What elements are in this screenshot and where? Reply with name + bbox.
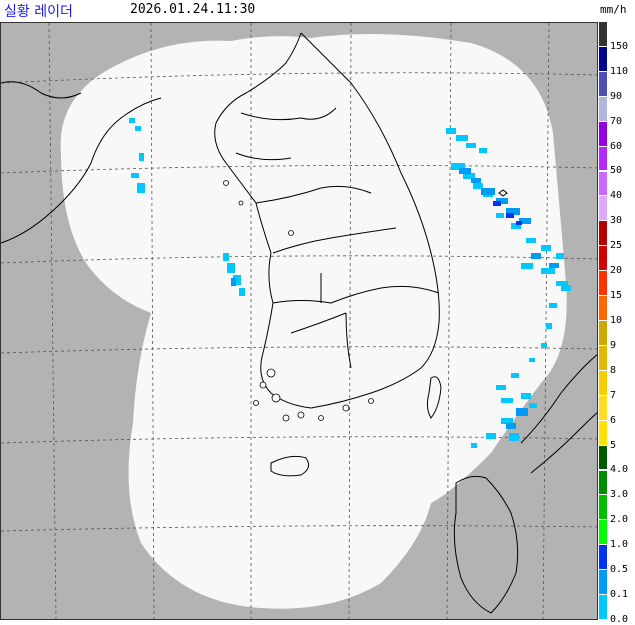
legend-swatch — [599, 370, 607, 396]
legend-entry: 150 — [599, 22, 635, 51]
legend-entry: 7 — [599, 370, 635, 400]
legend-swatch — [599, 121, 607, 147]
legend-entry: 40 — [599, 171, 635, 201]
observation-timestamp: 2026.01.24.11:30 — [130, 2, 256, 17]
legend-entry: 110 — [599, 46, 635, 76]
legend-entry: 1.0 — [599, 520, 635, 550]
legend-swatch — [599, 495, 607, 521]
legend-swatch — [599, 22, 607, 47]
legend-label: 4.0 — [610, 464, 629, 476]
legend-swatch — [599, 296, 607, 321]
legend-label: 2.0 — [610, 514, 629, 526]
header-bar: 실황 레이더 2026.01.24.11:30 mm/h — [0, 0, 635, 22]
legend-entry: 20 — [599, 246, 635, 276]
legend-label: 15 — [610, 290, 623, 302]
legend-label: 6 — [610, 414, 617, 426]
legend-label: 1.0 — [610, 539, 629, 551]
legend-label: 9 — [610, 339, 617, 351]
legend-entry: 3.0 — [599, 470, 635, 500]
lat-lon-grid — [1, 23, 597, 619]
legend-entry: 25 — [599, 221, 635, 251]
legend-swatch — [599, 321, 607, 346]
legend-label: 40 — [610, 190, 623, 202]
legend-entry: 0.0 — [599, 595, 635, 624]
legend-label: 150 — [610, 40, 629, 52]
legend-swatch — [599, 271, 607, 297]
legend-swatch — [599, 171, 607, 197]
legend-swatch — [599, 146, 607, 172]
legend-swatch — [599, 395, 607, 421]
legend-swatch — [599, 71, 607, 97]
legend-swatch — [599, 46, 607, 72]
legend-label: 0.5 — [610, 564, 629, 576]
legend-swatch — [599, 445, 607, 471]
legend-label: 7 — [610, 389, 617, 401]
legend-label: 25 — [610, 240, 623, 252]
legend-entry: 9 — [599, 321, 635, 350]
legend-label: 0.1 — [610, 589, 629, 601]
legend-entry: 2.0 — [599, 495, 635, 525]
rain-rate-legend: 150 110 90 70 60 50 40 30 25 20 15 10 9 8 7 6 5 4.0 3.0 2.0… — [599, 22, 635, 624]
coastlines — [1, 32, 597, 614]
precipitation-echoes — [129, 118, 571, 448]
legend-swatch — [599, 345, 607, 371]
radar-map[interactable] — [0, 22, 598, 620]
legend-swatch — [599, 545, 607, 571]
legend-entry: 90 — [599, 71, 635, 101]
legend-label: 30 — [610, 215, 623, 227]
legend-label: 110 — [610, 65, 629, 77]
legend-label: 8 — [610, 364, 617, 376]
legend-swatch — [599, 96, 607, 122]
legend-entry: 0.5 — [599, 545, 635, 575]
legend-entry: 70 — [599, 96, 635, 126]
legend-swatch — [599, 570, 607, 596]
legend-label: 0.0 — [610, 613, 629, 625]
legend-swatch — [599, 221, 607, 247]
legend-label: 3.0 — [610, 489, 629, 501]
legend-unit: mm/h — [600, 3, 627, 16]
southwest-islands — [223, 180, 374, 422]
legend-entry: 10 — [599, 296, 635, 325]
legend-swatch — [599, 420, 607, 446]
legend-swatch — [599, 246, 607, 272]
legend-swatch — [599, 520, 607, 546]
legend-label: 5 — [610, 439, 617, 451]
legend-label: 20 — [610, 265, 623, 277]
legend-swatch — [599, 196, 607, 222]
legend-entry: 50 — [599, 146, 635, 176]
legend-entry: 8 — [599, 345, 635, 375]
radar-map-canvas — [1, 23, 597, 619]
legend-entry: 4.0 — [599, 445, 635, 475]
legend-entry: 6 — [599, 395, 635, 425]
legend-entry: 30 — [599, 196, 635, 226]
legend-swatch — [599, 595, 607, 620]
legend-label: 10 — [610, 314, 623, 326]
map-title: 실황 레이더 — [4, 4, 73, 20]
legend-label: 60 — [610, 140, 623, 152]
radar-coverage-area — [60, 34, 567, 609]
legend-label: 50 — [610, 165, 623, 177]
legend-entry: 60 — [599, 121, 635, 151]
legend-label: 90 — [610, 90, 623, 102]
legend-entry: 0.1 — [599, 570, 635, 600]
legend-entry: 15 — [599, 271, 635, 301]
legend-swatch — [599, 470, 607, 496]
legend-entry: 5 — [599, 420, 635, 450]
legend-label: 70 — [610, 115, 623, 127]
